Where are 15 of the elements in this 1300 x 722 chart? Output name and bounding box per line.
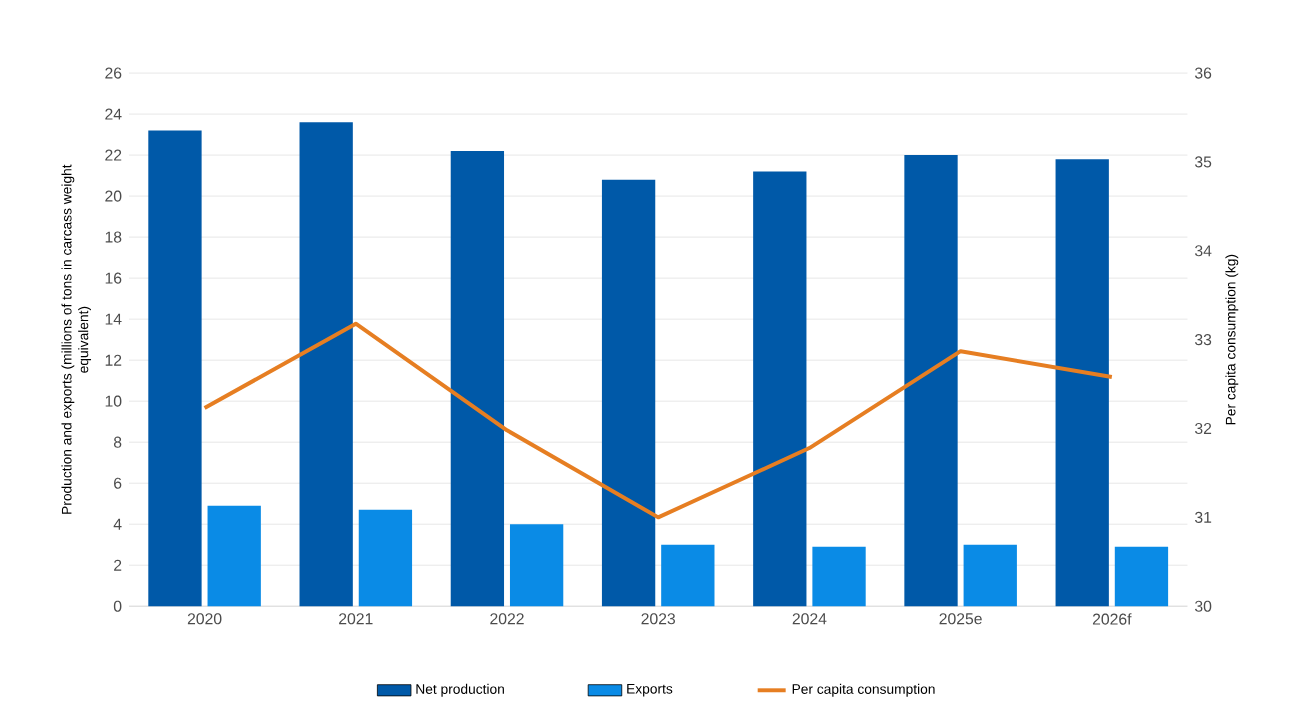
- bar: [601, 179, 656, 606]
- bar: [1114, 546, 1169, 606]
- bar: [299, 121, 353, 606]
- bar: [904, 154, 958, 606]
- bar: [450, 150, 505, 606]
- bar: [812, 546, 866, 606]
- bar: [207, 505, 261, 606]
- bar: [148, 130, 202, 606]
- bar: [358, 509, 413, 606]
- bar: [963, 544, 1017, 606]
- bar: [1055, 158, 1109, 606]
- bar: [661, 544, 715, 606]
- line-series: [202, 321, 1114, 519]
- bar: [509, 523, 564, 606]
- bar: [753, 171, 807, 606]
